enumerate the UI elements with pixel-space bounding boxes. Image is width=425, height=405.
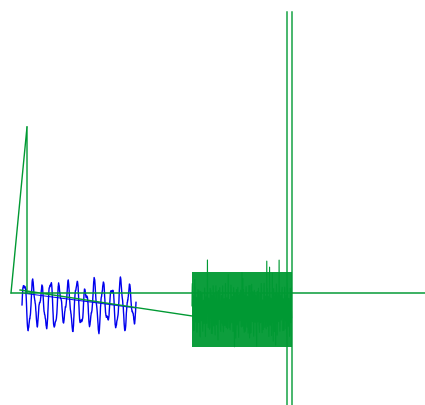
green-series-segment-4 (19, 289, 193, 317)
blue-series-line (21, 276, 137, 335)
blue-series-connector (21, 292, 137, 309)
green-series-segment-1 (10, 126, 28, 294)
green-series-noise-block (191, 259, 293, 348)
